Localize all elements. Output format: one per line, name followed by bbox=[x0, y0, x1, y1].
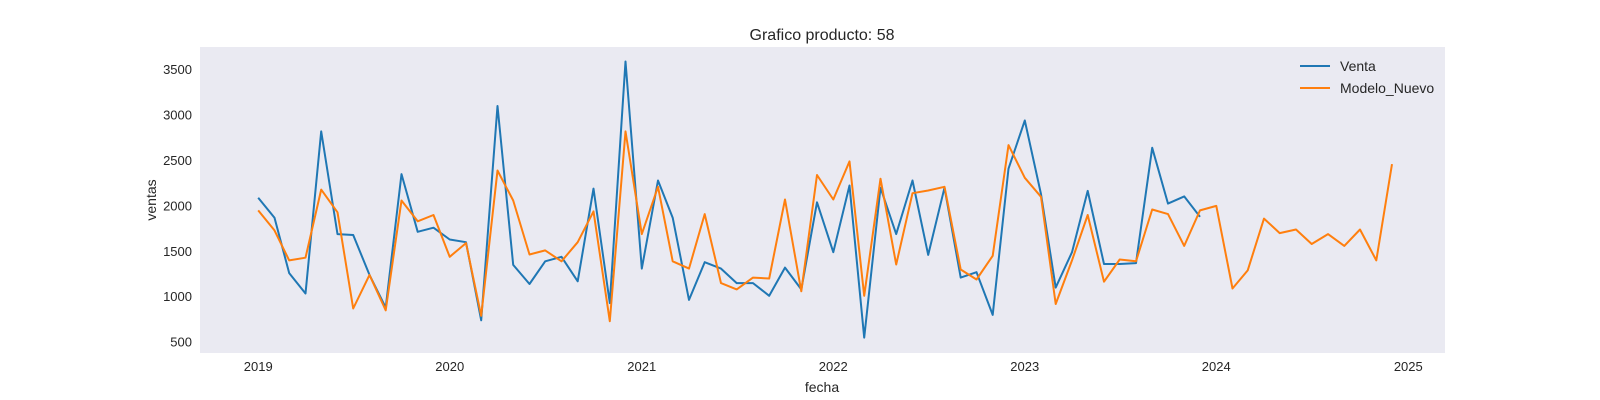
y-tick-label: 1000 bbox=[163, 289, 192, 304]
x-tick-label: 2020 bbox=[435, 359, 464, 374]
series-lines bbox=[257, 60, 1393, 339]
legend-label-modelo-nuevo: Modelo_Nuevo bbox=[1340, 80, 1434, 96]
y-axis-label: ventas bbox=[143, 179, 159, 220]
legend-label-venta: Venta bbox=[1340, 58, 1376, 74]
series-line-modelo-nuevo bbox=[257, 130, 1393, 323]
x-tick-label: 2019 bbox=[244, 359, 273, 374]
y-tick-label: 3500 bbox=[163, 62, 192, 77]
plot-background bbox=[200, 47, 1445, 353]
chart-title: Grafico producto: 58 bbox=[750, 27, 895, 44]
x-tick-label: 2024 bbox=[1202, 359, 1231, 374]
x-tick-label: 2022 bbox=[819, 359, 848, 374]
y-tick-label: 2500 bbox=[163, 153, 192, 168]
y-tick-label: 500 bbox=[170, 335, 192, 350]
y-tick-label: 2000 bbox=[163, 198, 192, 213]
x-axis-label: fecha bbox=[805, 379, 839, 395]
y-tick-label: 1500 bbox=[163, 244, 192, 259]
x-tick-label: 2023 bbox=[1010, 359, 1039, 374]
y-tick-label: 3000 bbox=[163, 108, 192, 123]
legend: Venta Modelo_Nuevo bbox=[1300, 58, 1434, 96]
y-axis-ticks: 500 1000 1500 2000 2500 3000 3500 bbox=[163, 62, 192, 349]
x-axis-ticks: 2019 2020 2021 2022 2023 2024 2025 bbox=[244, 359, 1423, 374]
x-tick-label: 2025 bbox=[1394, 359, 1423, 374]
x-tick-label: 2021 bbox=[627, 359, 656, 374]
